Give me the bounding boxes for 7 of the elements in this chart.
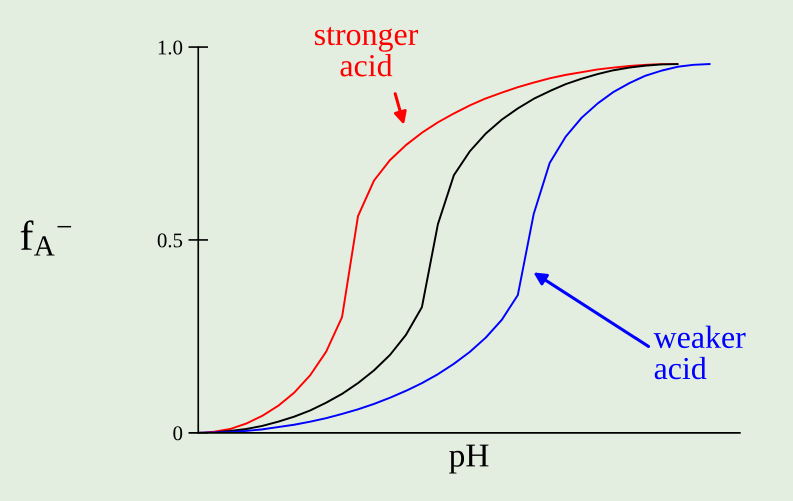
x-axis-title: pH: [449, 444, 488, 474]
y-axis-title: f$_{A}$$^{−}$: [20, 220, 72, 256]
y-tick-label: 0.5: [158, 233, 182, 248]
annotation: stronger acid: [314, 26, 418, 76]
y-tick-label: 1.0: [158, 40, 182, 55]
y-tick-label: 0: [173, 426, 182, 440]
annotation: weaker acid: [654, 326, 746, 380]
